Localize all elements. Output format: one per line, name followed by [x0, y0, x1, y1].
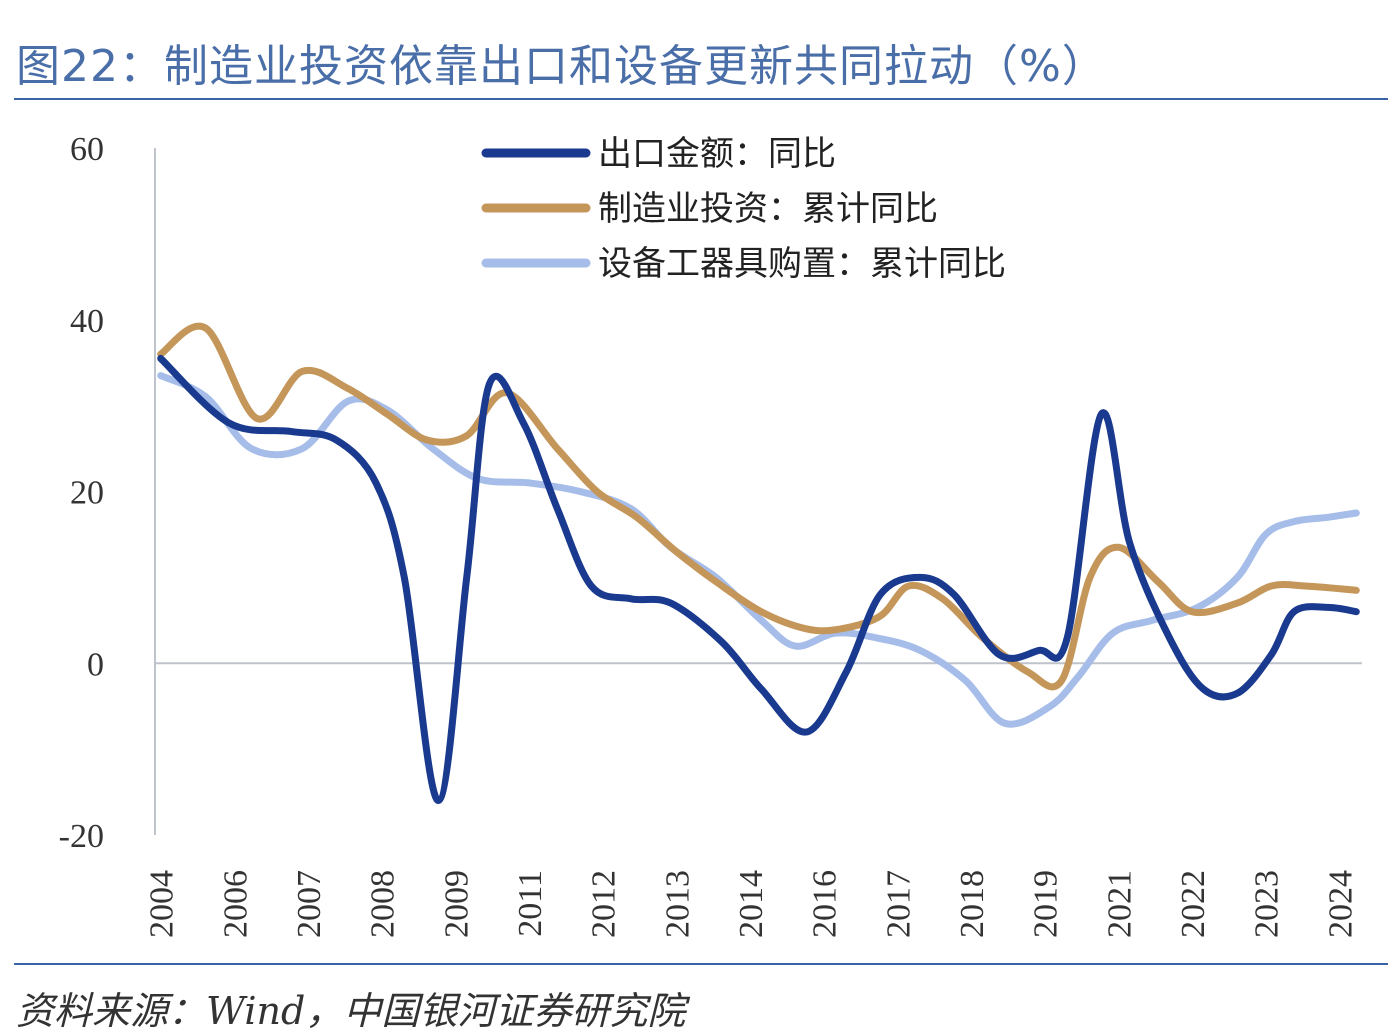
- x-tick-label: 2007: [291, 870, 328, 938]
- x-tick-label: 2006: [217, 870, 254, 938]
- x-tick-label: 2021: [1101, 870, 1138, 938]
- title-divider: [14, 98, 1388, 100]
- x-tick-label: 2023: [1249, 870, 1286, 938]
- y-tick-label: 60: [70, 131, 104, 168]
- x-tick-label: 2018: [954, 870, 991, 938]
- x-tick-label: 2014: [733, 870, 770, 938]
- x-tick-label: 2008: [365, 870, 402, 938]
- series-lines: [157, 322, 1360, 805]
- source-note: 资料来源：Wind，中国银河证券研究院: [16, 989, 686, 1033]
- x-tick-label: 2004: [144, 870, 181, 938]
- series-line-2: [157, 372, 1360, 728]
- x-tick-label: 2019: [1028, 870, 1065, 938]
- chart-title: 图22：制造业投资依靠出口和设备更新共同拉动（%）: [16, 41, 1107, 92]
- x-tick-labels: 2004 2006 2007 2008 2009 2011 2012 2013 2014 2016…: [144, 870, 1360, 938]
- x-tick-label: 2017: [880, 870, 917, 938]
- series-line-1: [157, 322, 1360, 691]
- series-line-0: [157, 354, 1360, 805]
- legend-label: 制造业投资：累计同比: [598, 189, 938, 229]
- x-tick-label: 2016: [807, 870, 844, 938]
- y-tick-label: -20: [59, 818, 104, 855]
- legend-label: 出口金额：同比: [598, 134, 836, 174]
- x-tick-label: 2024: [1322, 870, 1359, 938]
- y-tick-label: 20: [70, 475, 104, 512]
- source-divider: [14, 963, 1388, 965]
- y-tick-label: 0: [87, 646, 104, 683]
- x-tick-label: 2013: [659, 870, 696, 938]
- y-tick-label: 40: [70, 303, 104, 340]
- x-tick-label: 2011: [512, 870, 549, 937]
- legend-label: 设备工器具购置：累计同比: [598, 244, 1006, 284]
- x-tick-label: 2022: [1175, 870, 1212, 938]
- x-tick-label: 2012: [586, 870, 623, 938]
- y-tick-labels: 60 40 20 0 -20: [59, 131, 104, 855]
- x-tick-label: 2009: [438, 870, 475, 938]
